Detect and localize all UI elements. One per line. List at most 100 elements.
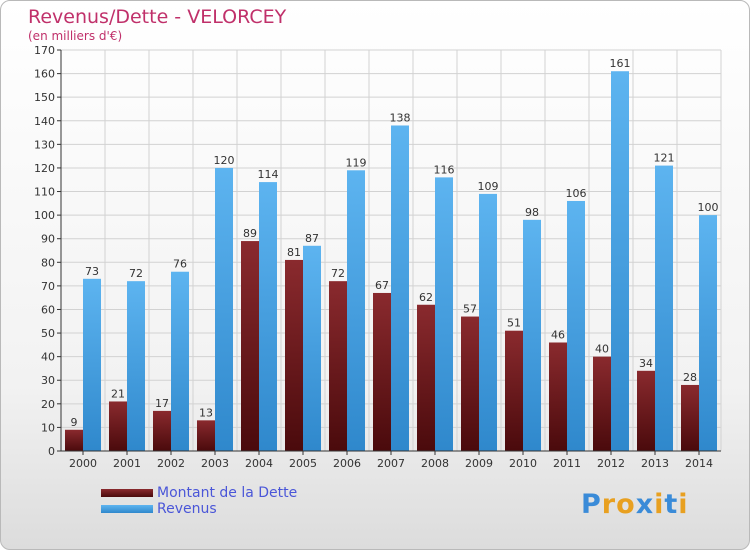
y-tick-label: 100 [34,209,55,222]
logo-letter: t [664,489,679,520]
data-label-dette: 62 [419,291,433,304]
y-tick-label: 160 [34,68,55,81]
bar-dette [285,259,303,451]
y-tick-label: 50 [41,327,55,340]
y-tick-label: 80 [41,256,55,269]
y-tick-label: 10 [41,421,55,434]
bar-dette [505,330,523,451]
x-tick-label: 2007 [377,457,405,470]
y-tick-label: 70 [41,280,55,293]
bar-dette [373,292,391,451]
x-tick-label: 2013 [641,457,669,470]
data-label-dette: 28 [683,371,697,384]
bar-dette [153,410,171,451]
x-tick-label: 2010 [509,457,537,470]
x-tick-label: 2002 [157,457,185,470]
x-tick-label: 2005 [289,457,317,470]
data-label-revenus: 119 [346,156,367,169]
x-tick-label: 2014 [685,457,713,470]
data-label-revenus: 87 [305,232,319,245]
bar-revenus [215,167,233,452]
data-label-revenus: 72 [129,267,143,280]
data-label-dette: 9 [71,416,78,429]
x-tick-label: 2009 [465,457,493,470]
data-label-revenus: 161 [610,57,631,70]
bar-revenus [259,182,277,451]
data-label-revenus: 114 [258,168,279,181]
chart-subtitle: (en milliers d'€) [28,29,123,43]
bar-revenus [523,219,541,451]
bar-revenus [127,281,145,451]
y-tick-label: 140 [34,115,55,128]
bar-dette [417,304,435,451]
legend-swatch-dette [101,489,153,497]
bars [65,71,717,452]
data-label-dette: 40 [595,343,609,356]
x-tick-label: 2004 [245,457,273,470]
bar-revenus [83,278,101,451]
bar-revenus [391,125,409,451]
y-tick-label: 150 [34,91,55,104]
proxiti-logo: Proxiti [581,489,689,520]
legend-label-revenus: Revenus [157,501,217,517]
bar-revenus [655,165,673,452]
bar-revenus [347,170,365,452]
y-tick-label: 0 [48,445,55,458]
x-tick-label: 2003 [201,457,229,470]
bar-revenus [699,215,717,451]
data-label-revenus: 121 [654,152,675,165]
logo-letter: o [616,489,636,520]
y-tick-label: 40 [41,351,55,364]
data-label-revenus: 73 [85,265,99,278]
bar-revenus [303,245,321,451]
bar-dette [109,401,127,451]
legend-swatch-revenus [101,505,153,513]
data-label-dette: 17 [155,397,169,410]
axes [57,49,721,455]
data-label-dette: 46 [551,328,565,341]
y-tick-label: 170 [34,44,55,57]
bar-dette [461,316,479,451]
bar-dette [637,370,655,451]
logo-letter: x [635,489,655,520]
data-label-revenus: 116 [434,163,455,176]
data-label-dette: 81 [287,246,301,259]
data-label-dette: 72 [331,267,345,280]
logo-letter: i [654,489,665,520]
data-label-dette: 67 [375,279,389,292]
y-tick-label: 120 [34,162,55,175]
logo-letter: r [601,489,617,520]
data-label-dette: 57 [463,303,477,316]
x-tick-label: 2006 [333,457,361,470]
y-tick-label: 20 [41,398,55,411]
bar-dette [681,384,699,451]
data-label-dette: 21 [111,387,125,400]
x-tick-label: 2001 [113,457,141,470]
x-tick-label: 2008 [421,457,449,470]
bar-dette [197,420,215,451]
x-tick-label: 2000 [69,457,97,470]
bar-revenus [479,193,497,451]
bar-dette [65,429,83,451]
legend-label-dette: Montant de la Dette [157,485,298,501]
bar-dette [593,356,611,451]
bar-dette [329,281,347,451]
logo-letter: i [678,489,689,520]
bar-dette [549,342,567,451]
bar-revenus [611,71,629,452]
data-label-revenus: 109 [478,180,499,193]
y-tick-label: 30 [41,374,55,387]
y-tick-label: 90 [41,233,55,246]
data-label-dette: 51 [507,317,521,330]
y-tick-label: 60 [41,303,55,316]
bar-revenus [567,200,585,451]
logo-letter: P [581,489,602,520]
bar-revenus [435,177,453,451]
labels: 0 10 20 30 40 50 60 70 80 90 100 110 120 130 140 150 160… [34,44,719,470]
bar-dette [241,241,259,451]
data-label-revenus: 100 [698,201,719,214]
data-label-revenus: 106 [566,187,587,200]
data-label-dette: 13 [199,406,213,419]
